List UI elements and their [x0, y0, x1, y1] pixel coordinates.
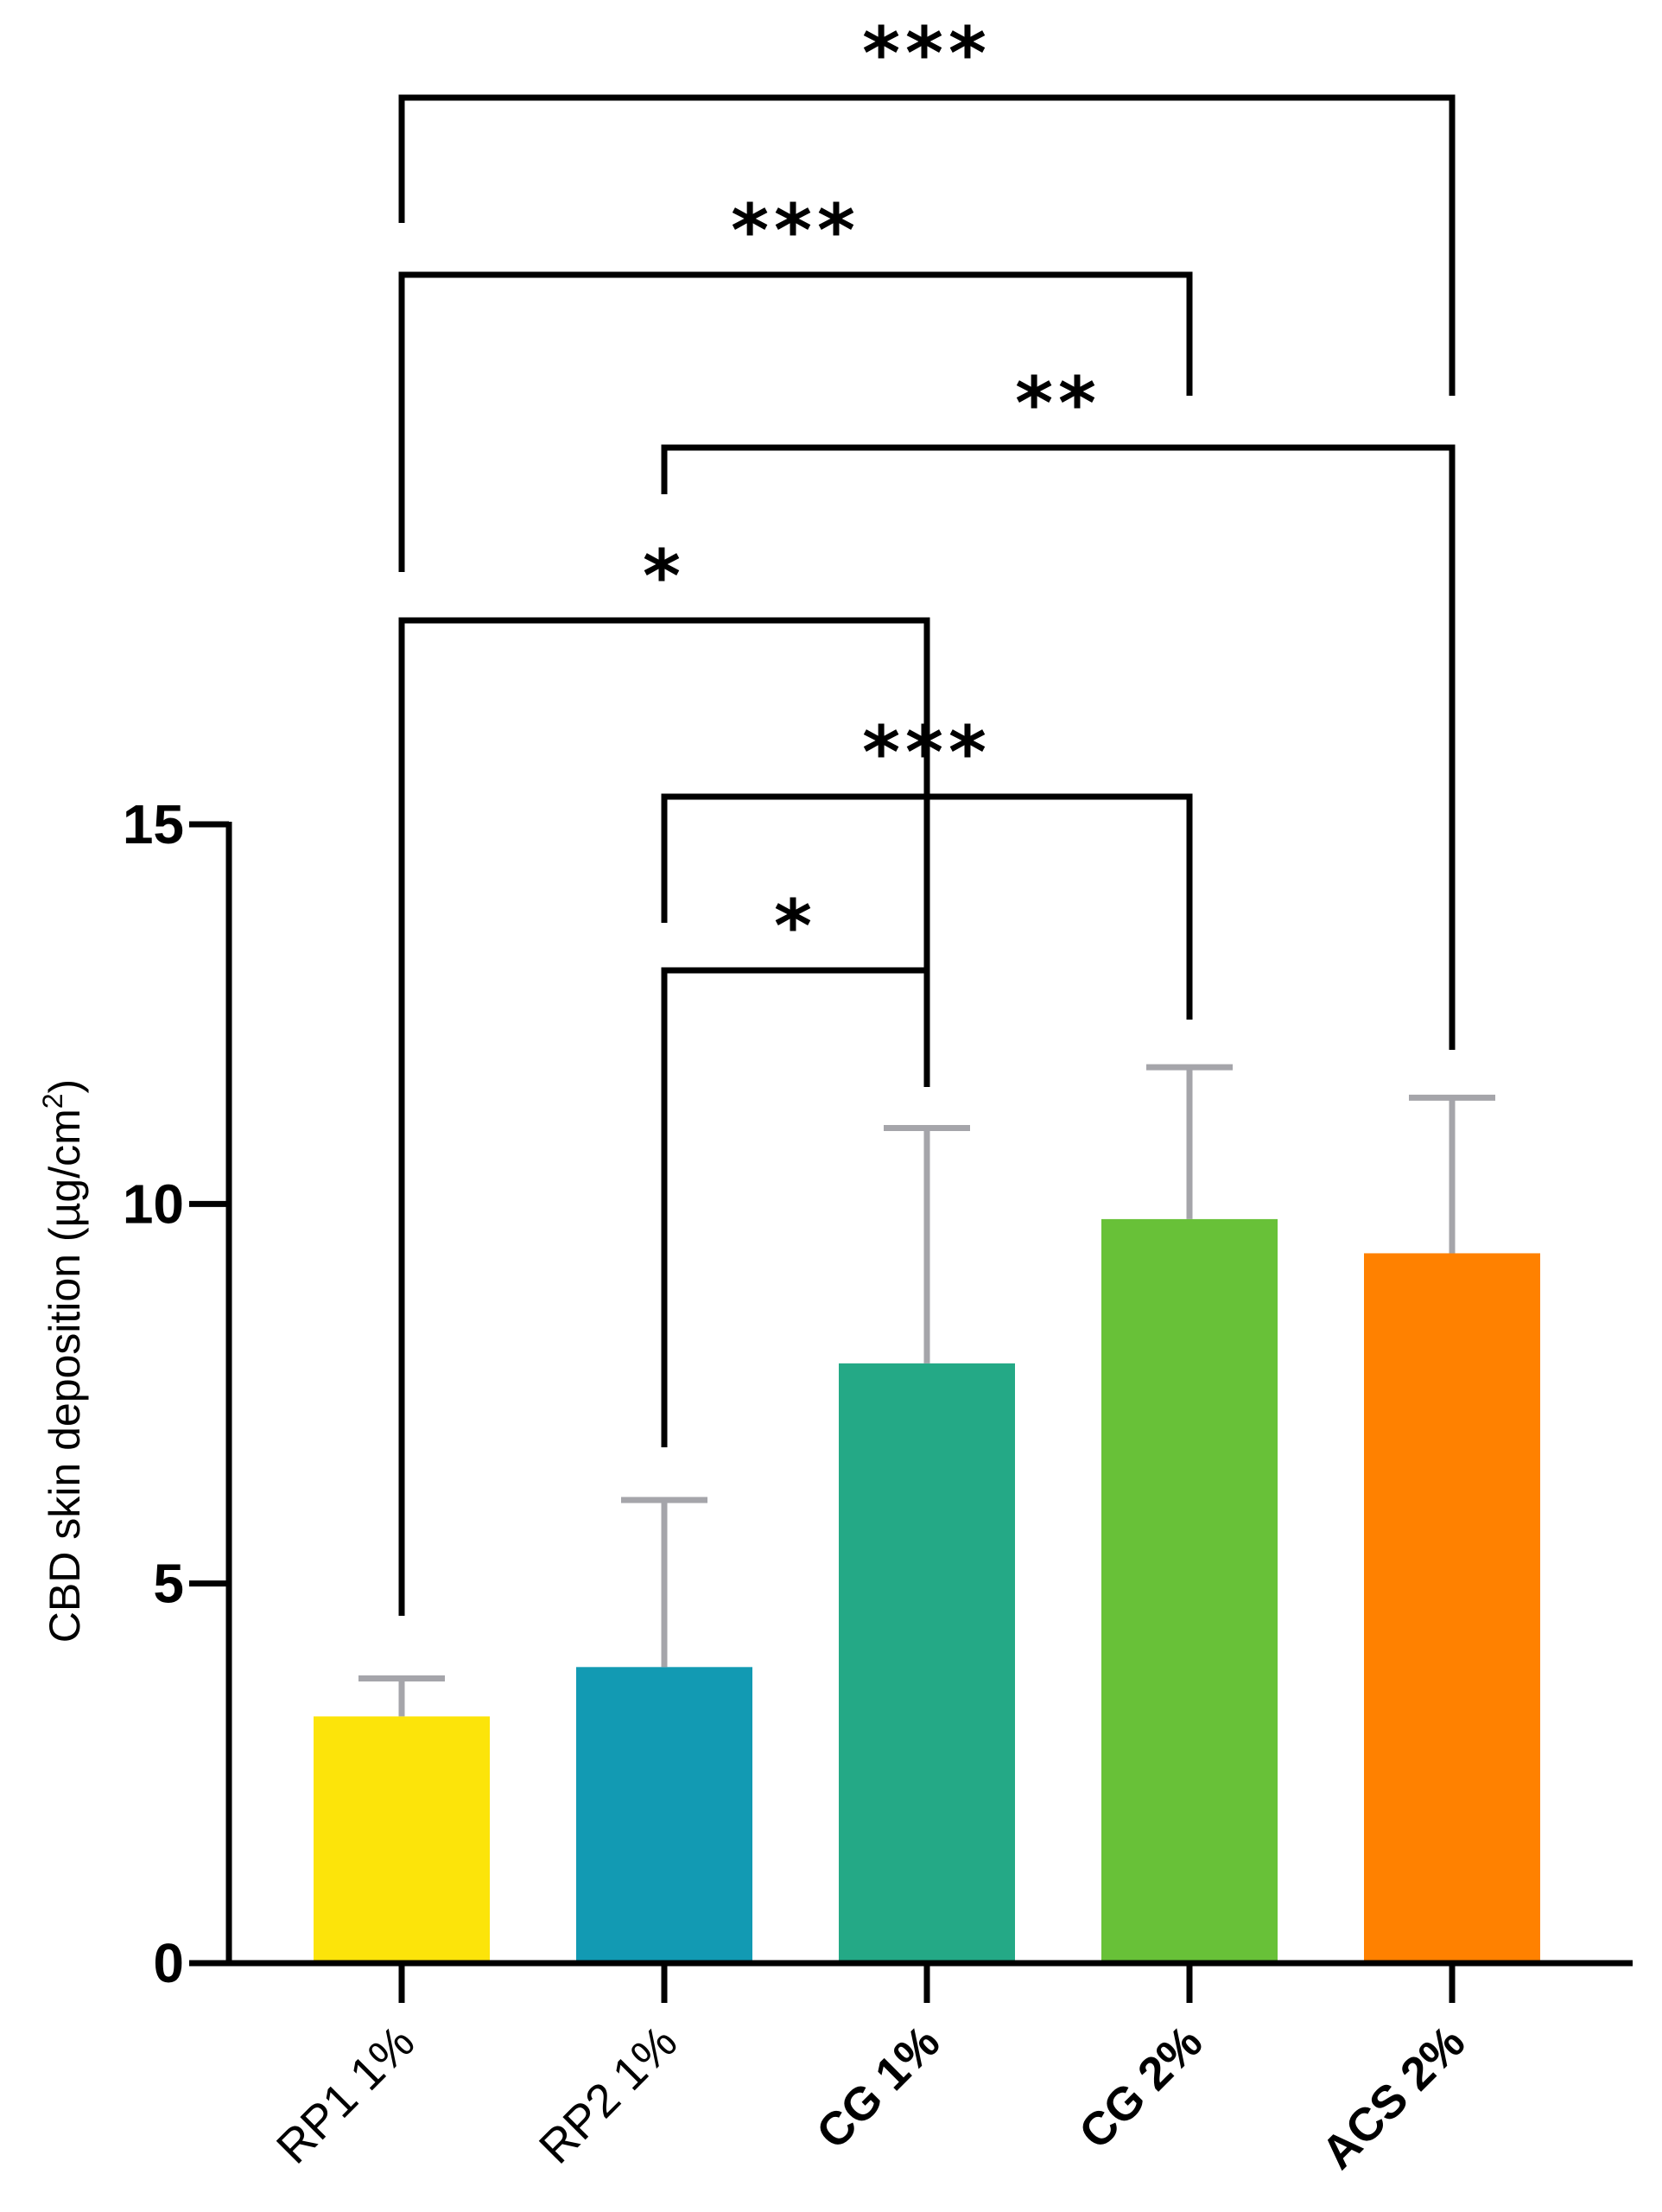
- bar-4: [1364, 1253, 1540, 1963]
- significance-bracket-1: [398, 271, 1193, 572]
- y-axis-title-close: ): [41, 1079, 89, 1094]
- y-tick-label-2: 10: [123, 1173, 184, 1235]
- significance-bracket-5: [661, 967, 930, 1447]
- bar-2: [839, 1363, 1015, 1963]
- y-tick-label-3: 15: [123, 793, 184, 855]
- y-tick-label-1: 5: [153, 1553, 184, 1615]
- significance-label-1: ***: [731, 188, 860, 273]
- y-tick-label-0: 0: [153, 1932, 184, 1994]
- significance-label-4: ***: [862, 710, 992, 795]
- bar-3: [1101, 1218, 1278, 1963]
- y-axis-title: CBD skin deposition (µg/cm2): [37, 1079, 89, 1643]
- significance-label-3: *: [643, 534, 686, 619]
- significance-bracket-2: [661, 444, 1456, 1050]
- significance-label-5: *: [774, 884, 817, 969]
- bar-0: [314, 1716, 490, 1963]
- x-category-label-1: RP2 1%: [530, 2016, 688, 2174]
- x-category-label-4: ACS 2%: [1312, 2016, 1475, 2179]
- x-category-label-3: CG 2%: [1069, 2016, 1213, 2159]
- significance-bracket-0: [398, 94, 1456, 396]
- significance-bracket-4: [661, 793, 1193, 1020]
- y-axis-title-superscript: 2: [37, 1093, 68, 1109]
- significance-label-0: ***: [862, 11, 992, 96]
- x-category-label-0: RP1 1%: [267, 2016, 425, 2174]
- y-axis-title-text: CBD skin deposition (µg/cm: [41, 1109, 89, 1643]
- x-category-label-2: CG 1%: [807, 2016, 950, 2159]
- significance-label-2: **: [1015, 361, 1101, 446]
- significance-bracket-3: [398, 617, 930, 1616]
- bar-1: [576, 1667, 752, 1963]
